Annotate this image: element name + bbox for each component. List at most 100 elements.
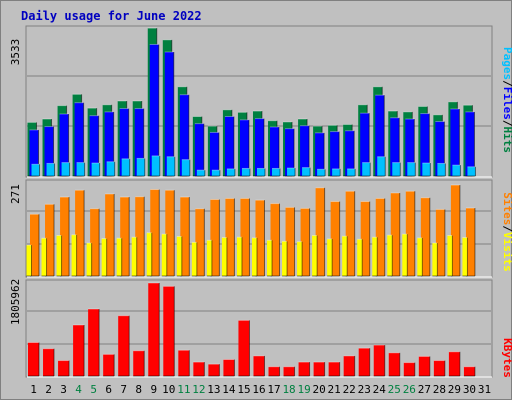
kbytes-bar-day-20 [313,362,325,376]
files-bar-day-10 [164,52,174,176]
legend-visits: Visits [501,232,512,272]
visits-bar-day-10 [161,234,167,276]
x-label-day-19: 19 [297,383,310,396]
files-bar-day-9 [149,44,159,177]
files-bar-day-25 [390,117,400,176]
x-label-day-28: 28 [433,383,446,396]
kbytes-bar-day-5 [88,309,100,376]
kbytes-bar-day-4 [73,324,85,376]
pages-bar-day-15 [241,168,250,176]
x-label-day-4: 4 [75,383,82,396]
legend-sep-3: / [501,225,512,232]
files-bar-day-13 [209,132,219,176]
files-bar-day-11 [179,94,189,176]
legend-pages: Pages [501,47,512,80]
x-label-day-5: 5 [90,383,97,396]
sites-bar-day-26 [405,191,415,276]
pages-bar-day-3 [61,162,70,176]
x-label-day-20: 20 [313,383,326,396]
sites-bar-day-14 [225,198,235,276]
files-bar-day-12 [194,123,204,176]
legend-files: Files [501,87,512,120]
files-bar-day-15 [239,119,249,176]
chart-bars [26,27,476,377]
pages-bar-day-23 [362,162,371,176]
sites-bar-day-19 [300,208,310,276]
files-bar-day-18 [285,128,295,176]
files-bar-day-28 [435,121,445,176]
files-bar-day-24 [375,95,385,176]
kbytes-bar-day-6 [103,354,115,376]
visits-bar-day-28 [432,243,438,276]
pages-bar-day-22 [347,168,356,176]
pages-bar-day-28 [437,163,446,176]
files-bar-day-27 [420,113,430,176]
kbytes-bar-day-12 [193,362,205,376]
pages-bar-day-20 [317,169,326,176]
x-label-day-26: 26 [403,383,416,396]
kbytes-bar-day-29 [448,351,460,376]
visits-bar-day-25 [387,235,393,276]
pages-bar-day-4 [76,162,85,176]
sites-bar-day-23 [360,201,370,276]
visits-bar-day-4 [71,234,77,276]
pages-bar-day-7 [121,158,130,176]
files-bar-day-22 [345,130,355,176]
sites-bar-day-9 [150,189,160,276]
visits-bar-day-5 [86,243,92,276]
svg-text:Pages/Files/Hits: Pages/Files/Hits [501,47,512,153]
x-label-day-31: 31 [478,383,491,396]
pages-bar-day-6 [106,161,115,176]
legend-kbytes: KBytes [501,338,512,378]
visits-bar-day-1 [26,245,32,276]
sites-bar-day-7 [120,197,130,276]
files-bar-day-21 [330,131,340,176]
visits-bar-day-20 [312,235,318,276]
pages-bar-day-27 [422,163,431,176]
sites-bar-day-16 [255,200,265,276]
pages-bar-day-16 [256,168,265,176]
visits-bar-day-6 [101,238,107,276]
visits-bar-day-15 [236,237,242,276]
x-label-day-27: 27 [418,383,431,396]
sites-bar-day-2 [45,204,55,276]
visits-bar-day-29 [447,235,453,276]
sites-bar-day-6 [105,193,115,276]
sites-bar-day-10 [165,190,175,276]
x-label-day-24: 24 [373,383,387,396]
pages-bar-day-25 [392,162,401,176]
files-bar-day-4 [74,102,84,176]
x-label-day-8: 8 [135,383,142,396]
top-panel-max-label: 3533 [9,39,22,66]
visits-bar-day-21 [327,238,333,276]
kbytes-bar-day-2 [43,348,55,376]
kbytes-bar-day-19 [298,362,310,376]
kbytes-bar-day-25 [388,352,400,376]
files-bar-day-1 [29,129,39,176]
kbytes-bar-day-23 [358,348,370,376]
sites-bar-day-30 [465,208,475,276]
kbytes-bar-day-15 [238,320,250,376]
visits-bar-day-14 [221,237,227,276]
sites-bar-day-20 [315,187,325,276]
sites-bar-day-13 [210,199,220,276]
svg-text:KBytes: KBytes [501,338,512,378]
page-title: Daily usage for June 2022 [21,9,202,23]
pages-bar-day-8 [136,158,145,176]
sites-bar-day-25 [390,192,400,276]
legend-sep-1: / [501,80,512,87]
visits-bar-day-26 [402,234,408,276]
sites-bar-day-28 [435,209,445,276]
visits-bar-day-30 [462,237,468,276]
visits-bar-day-19 [297,241,303,276]
x-label-day-29: 29 [448,383,461,396]
sites-bar-day-3 [60,197,70,276]
kbytes-bar-day-22 [343,355,355,376]
kbytes-bar-day-9 [148,283,160,376]
visits-bar-day-23 [357,239,363,276]
pages-bar-day-10 [166,156,175,176]
sites-bar-day-18 [285,207,295,276]
kbytes-bar-day-8 [133,350,145,376]
kbytes-bar-day-21 [328,362,340,376]
